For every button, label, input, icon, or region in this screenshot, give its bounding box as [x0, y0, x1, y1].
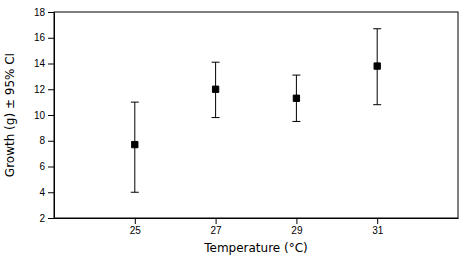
axis-line	[54, 13, 55, 219]
tick: 6	[39, 161, 54, 172]
tick: 14	[34, 58, 54, 69]
tick-label: 10	[34, 110, 46, 121]
axis-line	[55, 218, 459, 219]
tick-mark	[48, 89, 54, 90]
point	[132, 141, 138, 147]
plot-frame	[54, 12, 458, 218]
tick: 29	[291, 218, 303, 236]
error-bar	[373, 29, 381, 105]
x-axis-title: Temperature (°C)	[203, 241, 308, 255]
y-axis: 2 4 6 8 10 12 14 16 18	[34, 7, 55, 224]
point	[293, 95, 299, 101]
tick-label: 4	[39, 187, 45, 198]
error-cap	[292, 121, 300, 122]
tick: 2	[39, 213, 54, 224]
tick-mark	[296, 218, 297, 224]
tick-mark	[135, 218, 136, 224]
tick-mark	[48, 12, 54, 13]
tick-mark	[48, 218, 54, 219]
chart: 25 27 29 31 2 4 6 8 10 12 14 16 18 Temperature (°C) Gr…	[0, 0, 474, 260]
y-axis-title: Growth (g) ± 95% CI	[3, 53, 17, 177]
tick-label: 25	[130, 225, 142, 236]
tick-mark	[216, 218, 217, 224]
error-cap	[212, 62, 220, 63]
tick: 4	[39, 187, 54, 198]
tick-label: 29	[291, 225, 303, 236]
tick-label: 8	[39, 135, 45, 146]
tick: 27	[211, 218, 223, 236]
point	[212, 86, 218, 92]
tick-mark	[48, 141, 54, 142]
error-cap	[373, 104, 381, 105]
tick-label: 31	[372, 225, 384, 236]
x-axis: 25 27 29 31	[55, 218, 459, 236]
tick-label: 6	[39, 161, 45, 172]
error-cap	[131, 102, 139, 103]
tick-label: 18	[34, 7, 46, 18]
tick-label: 12	[34, 84, 46, 95]
error-cap	[131, 192, 139, 193]
tick: 8	[39, 135, 54, 146]
tick-mark	[48, 167, 54, 168]
tick-mark	[48, 192, 54, 193]
tick-mark	[377, 218, 378, 224]
tick: 12	[34, 84, 54, 95]
tick-mark	[48, 115, 54, 116]
point	[374, 63, 380, 69]
tick-mark	[48, 38, 54, 39]
tick-mark	[48, 64, 54, 65]
error-bar	[131, 102, 139, 192]
error-cap	[292, 75, 300, 76]
marks	[131, 29, 381, 193]
tick-label: 14	[34, 58, 46, 69]
error-cap	[212, 117, 220, 118]
error-bar	[292, 75, 300, 121]
tick-label: 2	[39, 213, 45, 224]
error-cap	[373, 28, 381, 29]
tick: 31	[372, 218, 384, 236]
tick-label: 27	[211, 225, 223, 236]
tick: 25	[130, 218, 142, 236]
tick: 10	[34, 110, 54, 121]
tick: 16	[34, 32, 54, 43]
tick: 18	[34, 7, 54, 18]
plot-area: 25 27 29 31 2 4 6 8 10 12 14 16 18	[34, 7, 459, 236]
tick-label: 16	[34, 32, 46, 43]
error-bar	[212, 62, 220, 117]
